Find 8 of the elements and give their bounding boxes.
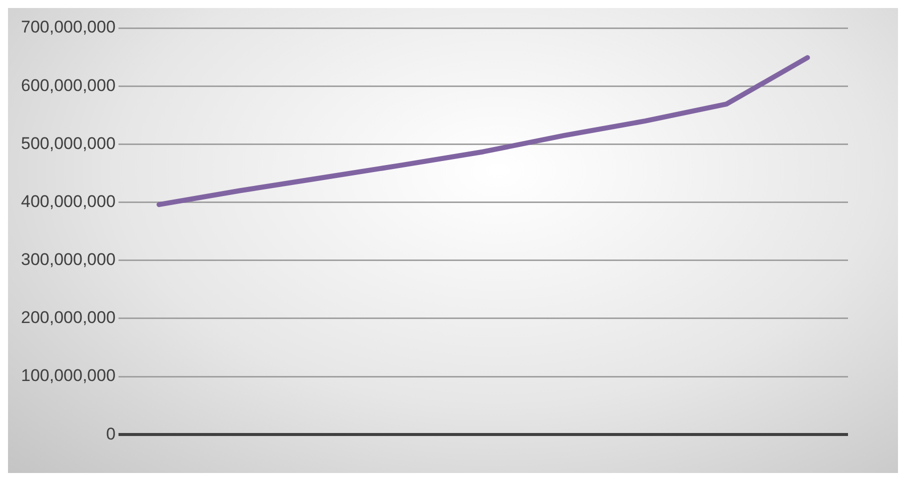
y-tick-label: 200,000,000	[20, 308, 116, 328]
y-tick-label: 400,000,000	[20, 192, 116, 211]
y-tick-label: 0	[106, 424, 116, 444]
y-tick-label: 700,000,000	[20, 18, 116, 37]
y-tick-label: 300,000,000	[20, 250, 116, 270]
y-tick-label: 600,000,000	[20, 76, 116, 95]
y-tick-label: 500,000,000	[20, 134, 116, 153]
y-tick-label: 100,000,000	[20, 366, 116, 386]
